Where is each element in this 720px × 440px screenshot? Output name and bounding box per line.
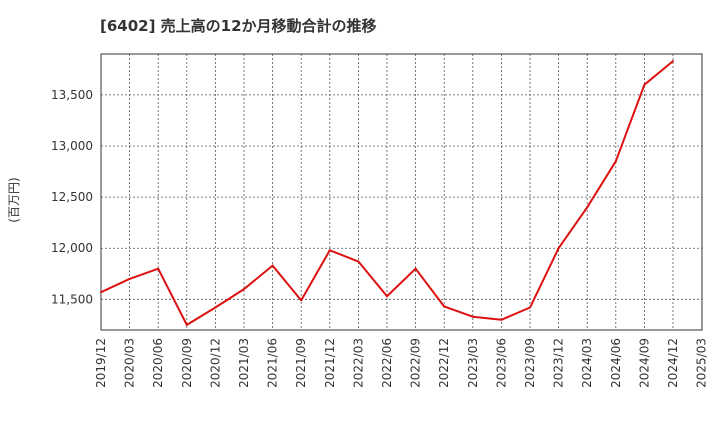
x-tick-label: 2024/09 [637, 338, 651, 388]
x-axis-ticks: 2019/12 2020/03 2020/06 2020/09 2020/12 2021/… [94, 338, 709, 388]
data-point [185, 323, 188, 326]
x-tick-label: 2021/06 [266, 338, 280, 388]
data-point [586, 206, 589, 209]
x-tick-label: 2024/12 [666, 338, 680, 388]
y-tick-label: 11,500 [51, 292, 93, 306]
data-point [357, 260, 360, 263]
data-point [271, 264, 274, 267]
data-point [414, 267, 417, 270]
data-point [672, 60, 674, 63]
data-point [328, 249, 331, 252]
x-tick-label: 2023/12 [552, 338, 566, 388]
data-point [443, 305, 446, 308]
chart-title: [6402] 売上高の12か月移動合計の推移 [100, 17, 377, 35]
x-tick-label: 2022/03 [351, 338, 365, 388]
x-tick-label: 2021/12 [323, 338, 337, 388]
y-tick-label: 12,500 [51, 190, 93, 204]
x-tick-label: 2022/06 [380, 338, 394, 388]
data-point [100, 291, 102, 294]
x-tick-label: 2021/09 [294, 338, 308, 388]
grid [101, 54, 702, 330]
y-axis-ticks: 11,500 12,000 12,500 13,000 13,500 [51, 88, 93, 306]
x-tick-label: 2025/03 [695, 338, 709, 388]
data-point [500, 318, 503, 321]
y-tick-label: 13,000 [51, 139, 93, 153]
x-tick-label: 2020/06 [151, 338, 165, 388]
x-tick-label: 2020/03 [123, 338, 137, 388]
x-tick-label: 2024/03 [580, 338, 594, 388]
x-tick-label: 2023/06 [494, 338, 508, 388]
x-tick-label: 2022/09 [409, 338, 423, 388]
data-point [643, 83, 646, 86]
x-tick-label: 2019/12 [94, 338, 108, 388]
data-point [471, 315, 474, 318]
y-axis-label: (百万円) [7, 177, 21, 222]
plot-frame [100, 53, 703, 331]
data-point [128, 277, 131, 280]
data-point [614, 160, 617, 163]
data-point [529, 306, 531, 309]
x-tick-label: 2021/03 [237, 338, 251, 388]
y-tick-label: 12,000 [51, 241, 93, 255]
data-point [557, 247, 560, 250]
data-point [386, 295, 388, 298]
x-tick-label: 2020/12 [208, 338, 222, 388]
data-point [243, 288, 245, 291]
x-tick-label: 2020/09 [180, 338, 194, 388]
series-line [100, 60, 674, 326]
data-point [300, 299, 303, 302]
x-tick-label: 2023/09 [523, 338, 537, 388]
series-group [100, 60, 674, 326]
x-tick-label: 2022/12 [437, 338, 451, 388]
x-tick-label: 2023/03 [466, 338, 480, 388]
data-point [157, 267, 160, 270]
y-tick-label: 13,500 [51, 88, 93, 102]
data-point [214, 306, 217, 309]
x-tick-label: 2024/06 [609, 338, 623, 388]
